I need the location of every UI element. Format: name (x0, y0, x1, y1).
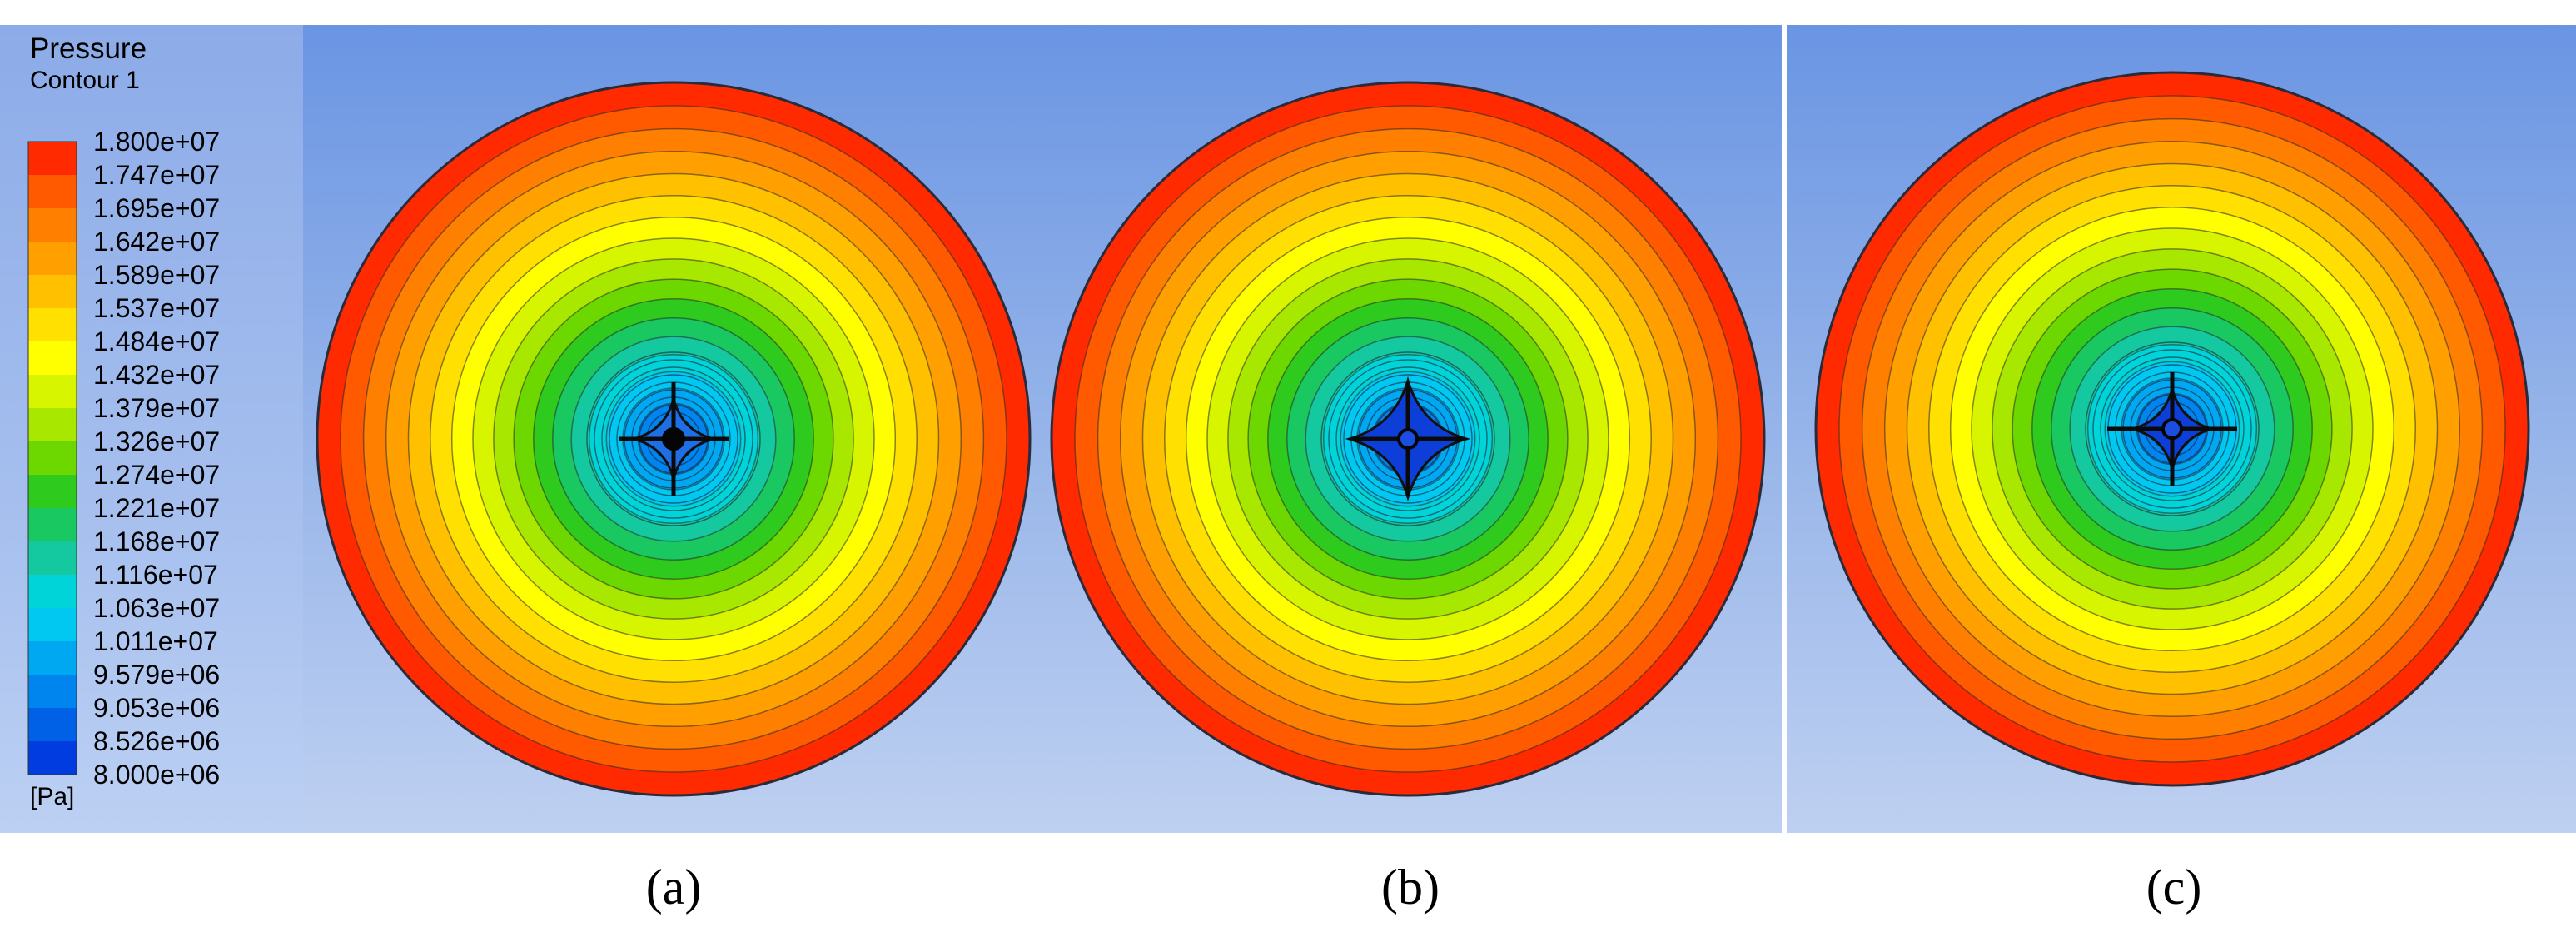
legend-unit: [Pa] (30, 783, 75, 810)
legend-tick-label: 1.379e+07 (93, 393, 221, 423)
color-bar-swatch (28, 508, 77, 542)
color-bar-swatch (28, 675, 77, 709)
legend-tick-label: 1.695e+07 (93, 193, 221, 223)
color-bar (27, 141, 77, 775)
color-bar-swatch (28, 741, 77, 775)
color-bar-swatch (28, 541, 77, 576)
color-legend: Pressure Contour 1 1.800e+07 1.747e+07 1.6… (0, 25, 303, 833)
caption-c: (c) (2146, 860, 2202, 915)
contour-line (594, 359, 753, 519)
color-bar-swatch (28, 375, 77, 409)
legend-tick-label: 8.526e+06 (93, 726, 221, 756)
color-bar-swatch (28, 641, 77, 675)
wellbore (1397, 428, 1419, 450)
contour-line (1343, 374, 1473, 504)
contour-line (1335, 366, 1480, 511)
color-bar-frame (27, 141, 77, 775)
legend-tick-label: 1.063e+07 (93, 593, 221, 623)
contour-plot-c (1814, 71, 2530, 787)
color-bar-swatch (28, 608, 77, 642)
color-bar-swatch (28, 408, 77, 442)
legend-tick-label: 9.579e+06 (93, 660, 221, 690)
caption-b: (b) (1381, 860, 1440, 915)
legend-tick-label: 9.053e+06 (93, 693, 221, 723)
wellbore (2161, 418, 2183, 440)
color-bar-swatch (28, 142, 77, 176)
caption-a: (a) (645, 860, 702, 915)
legend-tick-label: 1.221e+07 (93, 493, 221, 523)
contour-line (601, 366, 746, 511)
legend-tick-label: 1.537e+07 (93, 293, 221, 323)
legend-tick-label: 1.747e+07 (93, 160, 221, 190)
contour-line (609, 374, 738, 504)
legend-tick-label: 1.800e+07 (93, 127, 221, 157)
legend-tick-label: 1.326e+07 (93, 426, 221, 456)
panel-b (1034, 25, 1782, 833)
contour-line (2100, 356, 2245, 501)
contour-plot-a (316, 81, 1032, 797)
color-bar-swatch (28, 708, 77, 742)
color-bar-swatch (28, 341, 77, 376)
legend-tick-label: 1.642e+07 (93, 227, 221, 257)
color-bar-swatch (28, 575, 77, 609)
legend-tick-label: 1.589e+07 (93, 260, 221, 290)
color-bar-swatch (28, 208, 77, 242)
contour-line (1320, 351, 1495, 526)
color-bar-swatch (28, 475, 77, 509)
color-bar-swatch (28, 175, 77, 209)
color-bar-swatch (28, 275, 77, 309)
contour-line (586, 351, 761, 526)
contour-line (2092, 349, 2252, 509)
legend-tick-label: 1.432e+07 (93, 360, 221, 390)
contour-plot-b (1050, 81, 1766, 797)
contour-line (2085, 341, 2260, 516)
legend-tick-label: 1.116e+07 (93, 560, 218, 590)
color-bar-swatch (28, 308, 77, 342)
legend-tick-label: 1.484e+07 (93, 326, 221, 356)
legend-title: Pressure (30, 32, 147, 65)
legend-tick-label: 1.274e+07 (93, 460, 221, 490)
legend-tick-label: 8.000e+06 (93, 760, 221, 790)
panel-c (1787, 25, 2576, 833)
panel-divider (1782, 25, 1787, 833)
contour-line (1328, 359, 1488, 519)
panel-a: Pressure Contour 1 1.800e+07 1.747e+07 1.6… (0, 25, 1034, 833)
color-bar-swatch (28, 242, 77, 276)
color-bar-swatch (28, 441, 77, 476)
legend-subtitle: Contour 1 (30, 67, 140, 94)
legend-tick-label: 1.168e+07 (93, 526, 221, 556)
legend-tick-label: 1.011e+07 (93, 626, 218, 656)
wellbore (662, 427, 685, 451)
